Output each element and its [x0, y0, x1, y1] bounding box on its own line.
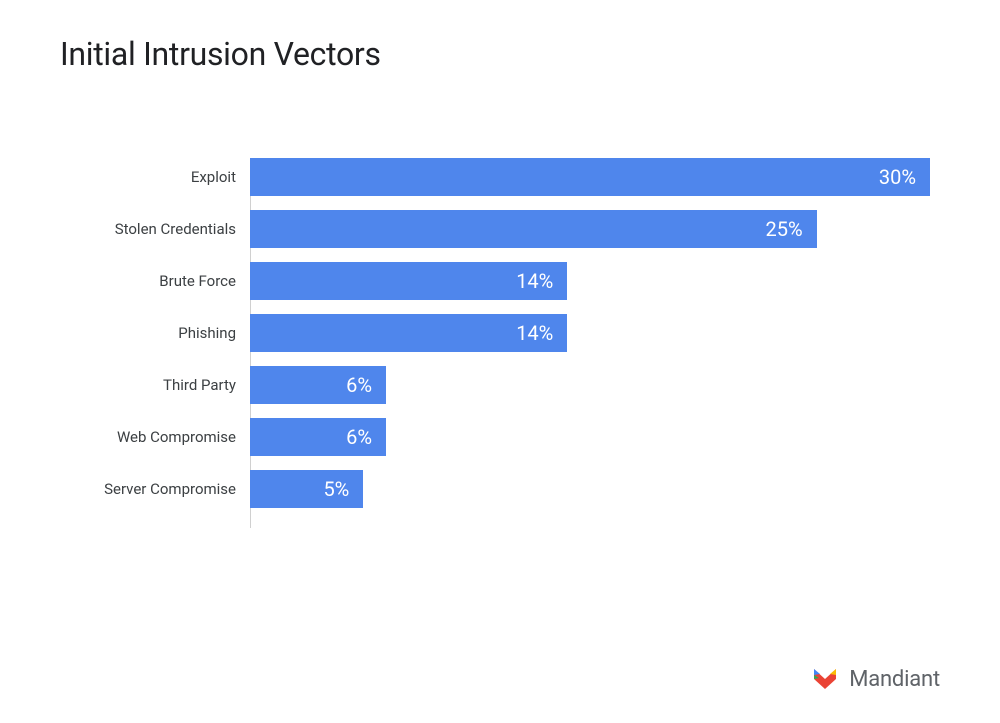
bar: 5%	[250, 470, 363, 508]
bar: 14%	[250, 262, 567, 300]
bar-label: Phishing	[36, 324, 236, 342]
bar: 6%	[250, 418, 386, 456]
brand-attribution: Mandiant	[811, 665, 940, 693]
bar-label: Stolen Credentials	[36, 220, 236, 238]
bar-value: 6%	[346, 373, 372, 397]
bar-row: Phishing 14%	[250, 314, 940, 352]
bar-label: Web Compromise	[36, 428, 236, 446]
bar-value: 30%	[879, 165, 916, 189]
bar-value: 14%	[516, 321, 553, 345]
mandiant-logo-icon	[811, 665, 839, 693]
bar-value: 14%	[516, 269, 553, 293]
bar: 14%	[250, 314, 567, 352]
chart-plot-area: Exploit 30% Stolen Credentials 25% Brute…	[250, 158, 940, 508]
bar: 25%	[250, 210, 817, 248]
bar-label: Brute Force	[36, 272, 236, 290]
brand-name: Mandiant	[849, 667, 940, 692]
bar-label: Server Compromise	[36, 480, 236, 498]
bar-label: Exploit	[36, 168, 236, 186]
bar-value: 6%	[346, 425, 372, 449]
bar-value: 25%	[766, 217, 803, 241]
chart-container: Initial Intrusion Vectors Exploit 30% St…	[0, 0, 1000, 508]
bar-row: Brute Force 14%	[250, 262, 940, 300]
bar-row: Third Party 6%	[250, 366, 940, 404]
bar-row: Stolen Credentials 25%	[250, 210, 940, 248]
bar-label: Third Party	[36, 376, 236, 394]
bar-row: Web Compromise 6%	[250, 418, 940, 456]
bar: 6%	[250, 366, 386, 404]
chart-title: Initial Intrusion Vectors	[60, 35, 940, 73]
bar-value: 5%	[323, 477, 349, 501]
bar-row: Exploit 30%	[250, 158, 940, 196]
bar: 30%	[250, 158, 930, 196]
bar-row: Server Compromise 5%	[250, 470, 940, 508]
